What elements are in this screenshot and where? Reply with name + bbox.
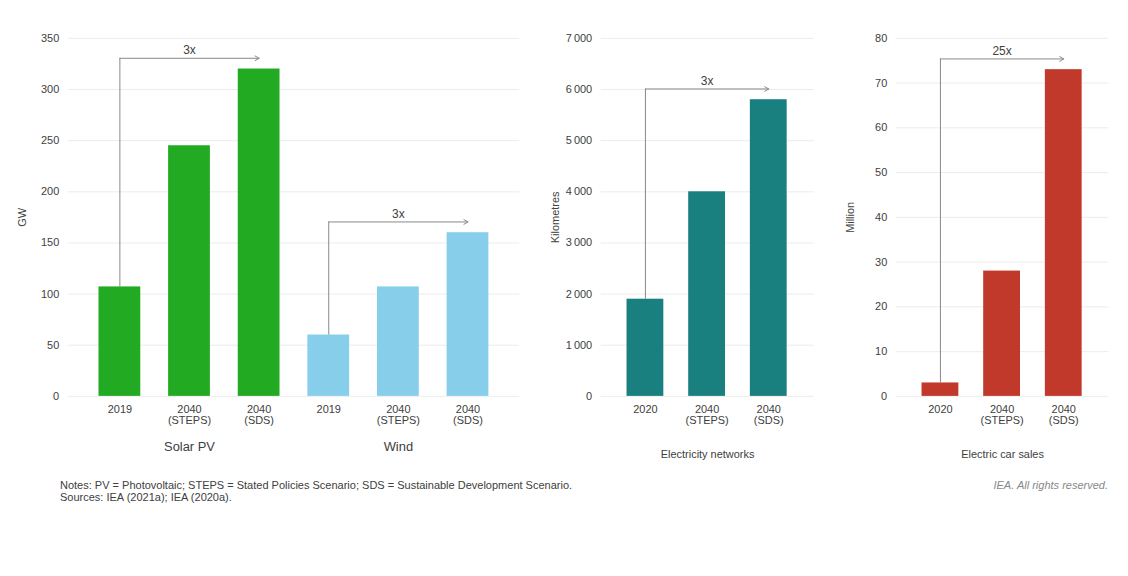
svg-text:150: 150 bbox=[41, 236, 59, 248]
svg-text:7 000: 7 000 bbox=[566, 32, 593, 44]
svg-text:2019: 2019 bbox=[108, 403, 132, 415]
svg-text:GW: GW bbox=[16, 207, 28, 227]
svg-text:6 000: 6 000 bbox=[566, 83, 593, 95]
svg-text:2019: 2019 bbox=[317, 403, 341, 415]
html-text:Notes: PV = Photovoltaic; STEP: Notes: PV = Photovoltaic; STEPS = Stated… bbox=[60, 479, 573, 504]
svg-text:30: 30 bbox=[875, 256, 887, 268]
svg-text:60: 60 bbox=[875, 121, 887, 133]
svg-text:2020: 2020 bbox=[633, 403, 657, 415]
svg-text:3x: 3x bbox=[392, 207, 405, 221]
svg-text:3 000: 3 000 bbox=[566, 236, 593, 248]
svg-text:20: 20 bbox=[875, 300, 887, 312]
svg-text:2040(SDS): 2040(SDS) bbox=[754, 403, 784, 426]
svg-text:0: 0 bbox=[53, 390, 59, 402]
svg-text:Electricity networks: Electricity networks bbox=[661, 448, 755, 460]
svg-text:300: 300 bbox=[41, 83, 59, 95]
svg-text:2040(STEPS): 2040(STEPS) bbox=[377, 403, 420, 426]
svg-text:250: 250 bbox=[41, 134, 59, 146]
svg-text:200: 200 bbox=[41, 185, 59, 197]
svg-text:350: 350 bbox=[41, 32, 59, 44]
svg-text:2040(STEPS): 2040(STEPS) bbox=[686, 403, 729, 426]
svg-text:Electric car sales: Electric car sales bbox=[961, 448, 1044, 460]
svg-text:5 000: 5 000 bbox=[566, 134, 593, 146]
svg-text:3x: 3x bbox=[183, 43, 196, 57]
svg-text:2040(SDS): 2040(SDS) bbox=[1048, 403, 1078, 426]
svg-text:1 000: 1 000 bbox=[566, 339, 593, 351]
svg-text:80: 80 bbox=[875, 32, 887, 44]
svg-text:Solar PV: Solar PV bbox=[164, 439, 215, 454]
svg-text:4 000: 4 000 bbox=[566, 185, 593, 197]
svg-text:2 000: 2 000 bbox=[566, 288, 593, 300]
svg-text:100: 100 bbox=[41, 288, 59, 300]
svg-text:0: 0 bbox=[586, 390, 592, 402]
svg-text:Wind: Wind bbox=[384, 439, 413, 454]
svg-text:50: 50 bbox=[47, 339, 59, 351]
svg-text:2040(SDS): 2040(SDS) bbox=[453, 403, 483, 426]
svg-text:2040(SDS): 2040(SDS) bbox=[244, 403, 274, 426]
svg-text:10: 10 bbox=[875, 345, 887, 357]
svg-text:Kilometres: Kilometres bbox=[549, 191, 561, 243]
svg-text:2020: 2020 bbox=[928, 403, 952, 415]
svg-text:2040(STEPS): 2040(STEPS) bbox=[168, 403, 211, 426]
html-text:IEA. All rights reserved.: IEA. All rights reserved. bbox=[993, 479, 1108, 492]
svg-text:70: 70 bbox=[875, 77, 887, 89]
svg-text:40: 40 bbox=[875, 211, 887, 223]
svg-text:50: 50 bbox=[875, 166, 887, 178]
svg-text:0: 0 bbox=[881, 390, 887, 402]
svg-text:Million: Million bbox=[844, 202, 856, 233]
svg-text:3x: 3x bbox=[701, 74, 714, 88]
svg-text:2040(STEPS): 2040(STEPS) bbox=[980, 403, 1023, 426]
svg-text:25x: 25x bbox=[992, 44, 1011, 58]
